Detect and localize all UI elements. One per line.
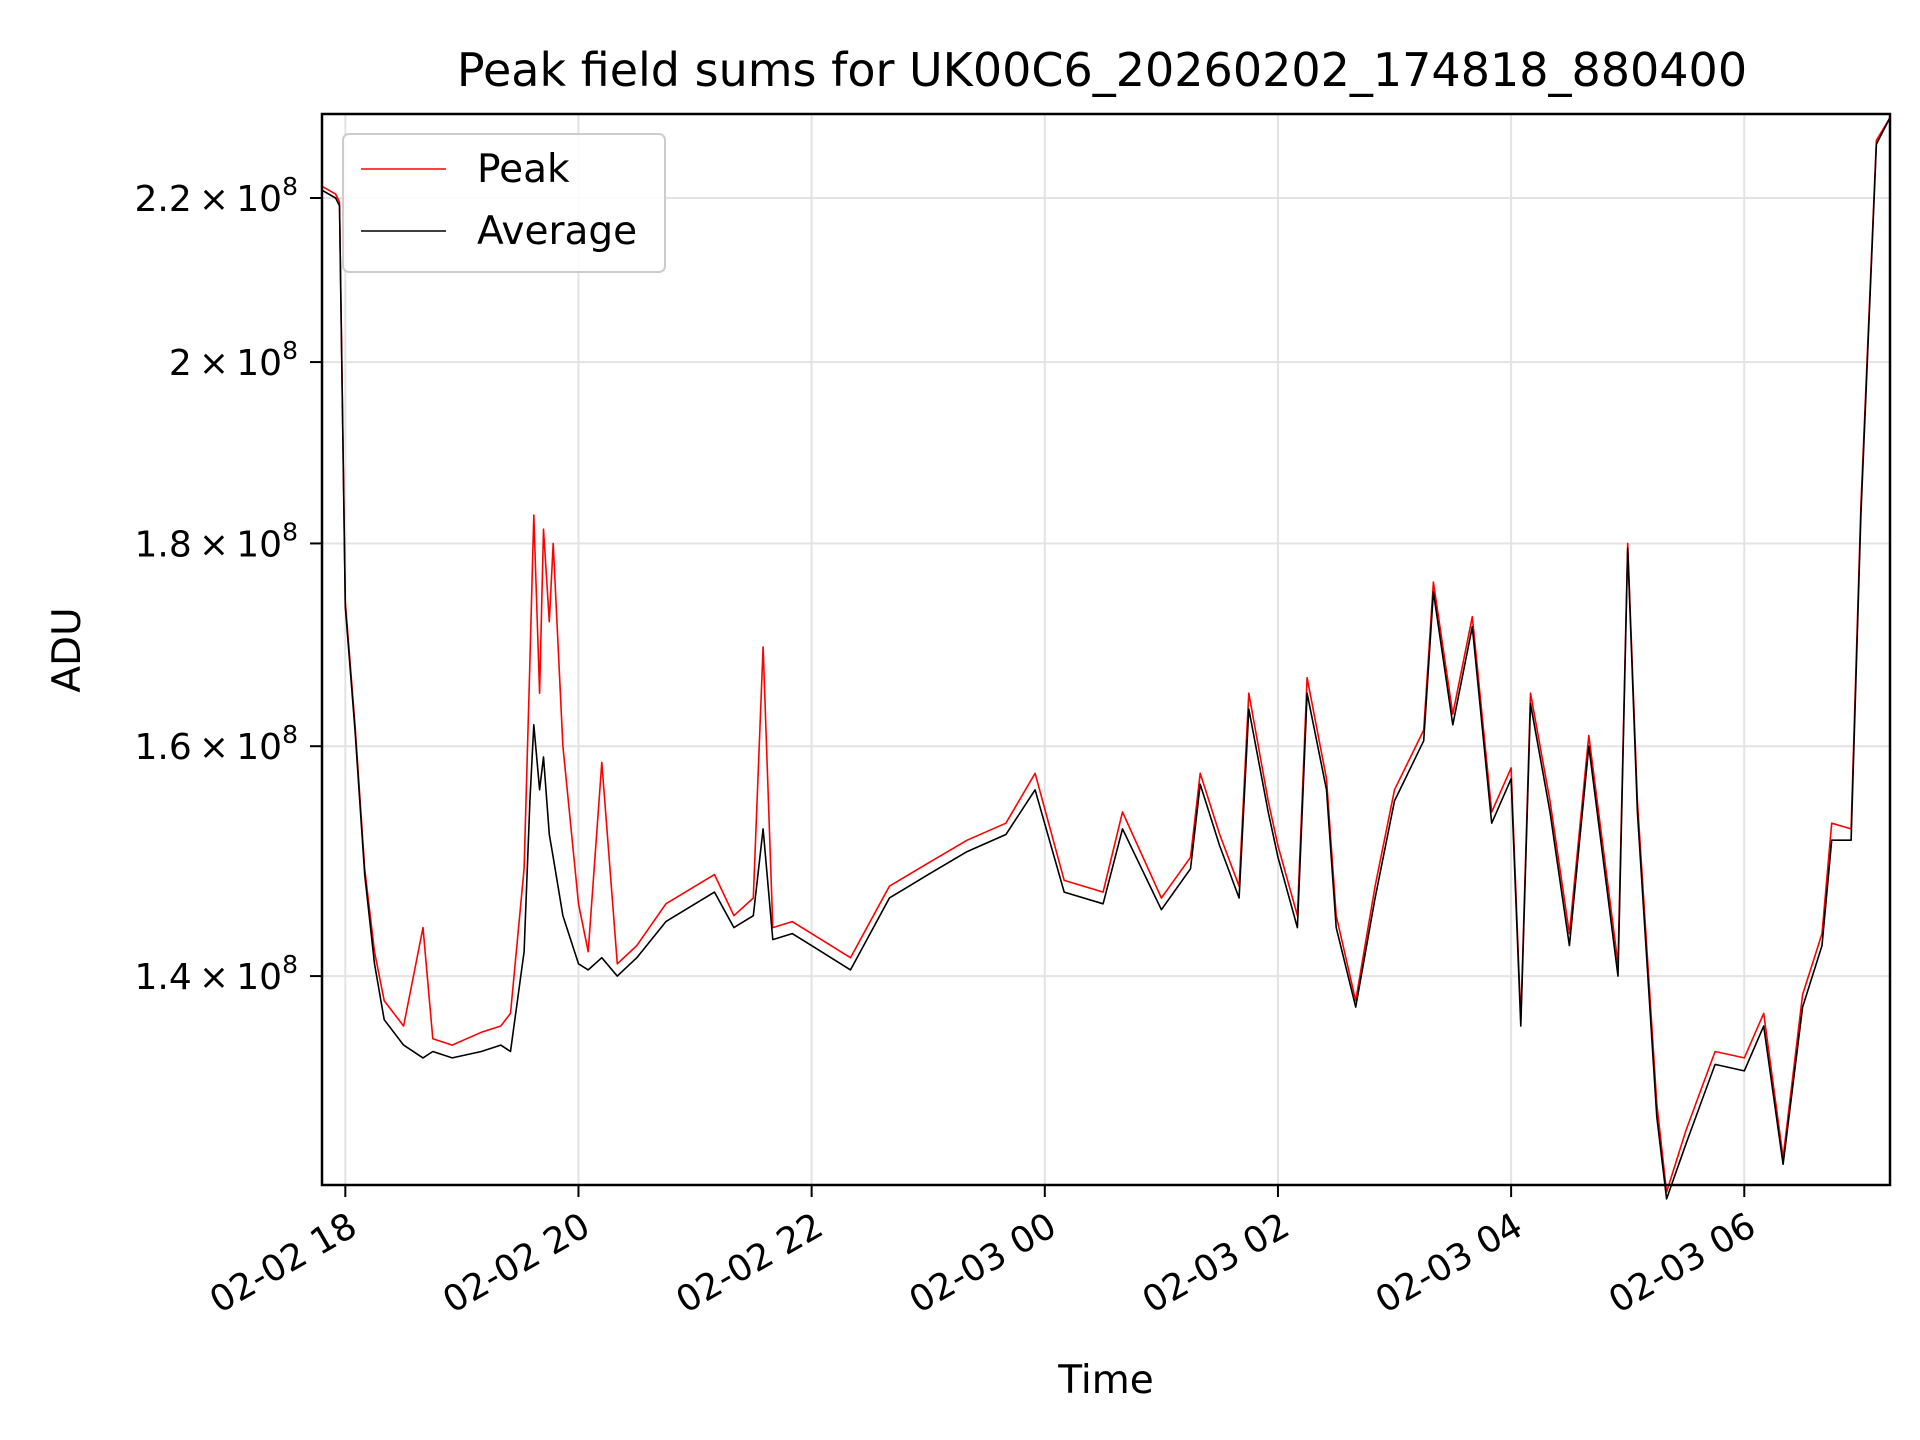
legend: Peak Average <box>342 133 666 273</box>
y-tick-label: 1.6 × 108 <box>134 720 298 768</box>
y-tick-label: 1.8 × 108 <box>134 517 298 565</box>
x-axis-label: Time <box>1057 1358 1153 1403</box>
legend-label-peak: Peak <box>477 147 570 192</box>
plot-frame <box>320 112 1892 1187</box>
y-axis: 1.4 × 108 1.6 × 108 1.8 × 108 2 × 108 2.2 × … <box>134 172 322 998</box>
y-tick-label: 2 × 108 <box>169 336 298 384</box>
grid-lines <box>322 114 1890 1185</box>
chart-title: Peak field sums for UK00C6_20260202_1748… <box>457 43 1747 97</box>
y-tick-label: 1.4 × 108 <box>134 950 298 998</box>
series-line-average <box>321 117 1891 1200</box>
y-tick-label: 2.2 × 108 <box>134 172 298 220</box>
series-layer <box>321 117 1891 1200</box>
legend-label-average: Average <box>477 209 637 254</box>
y-axis-label: ADU <box>45 607 90 692</box>
